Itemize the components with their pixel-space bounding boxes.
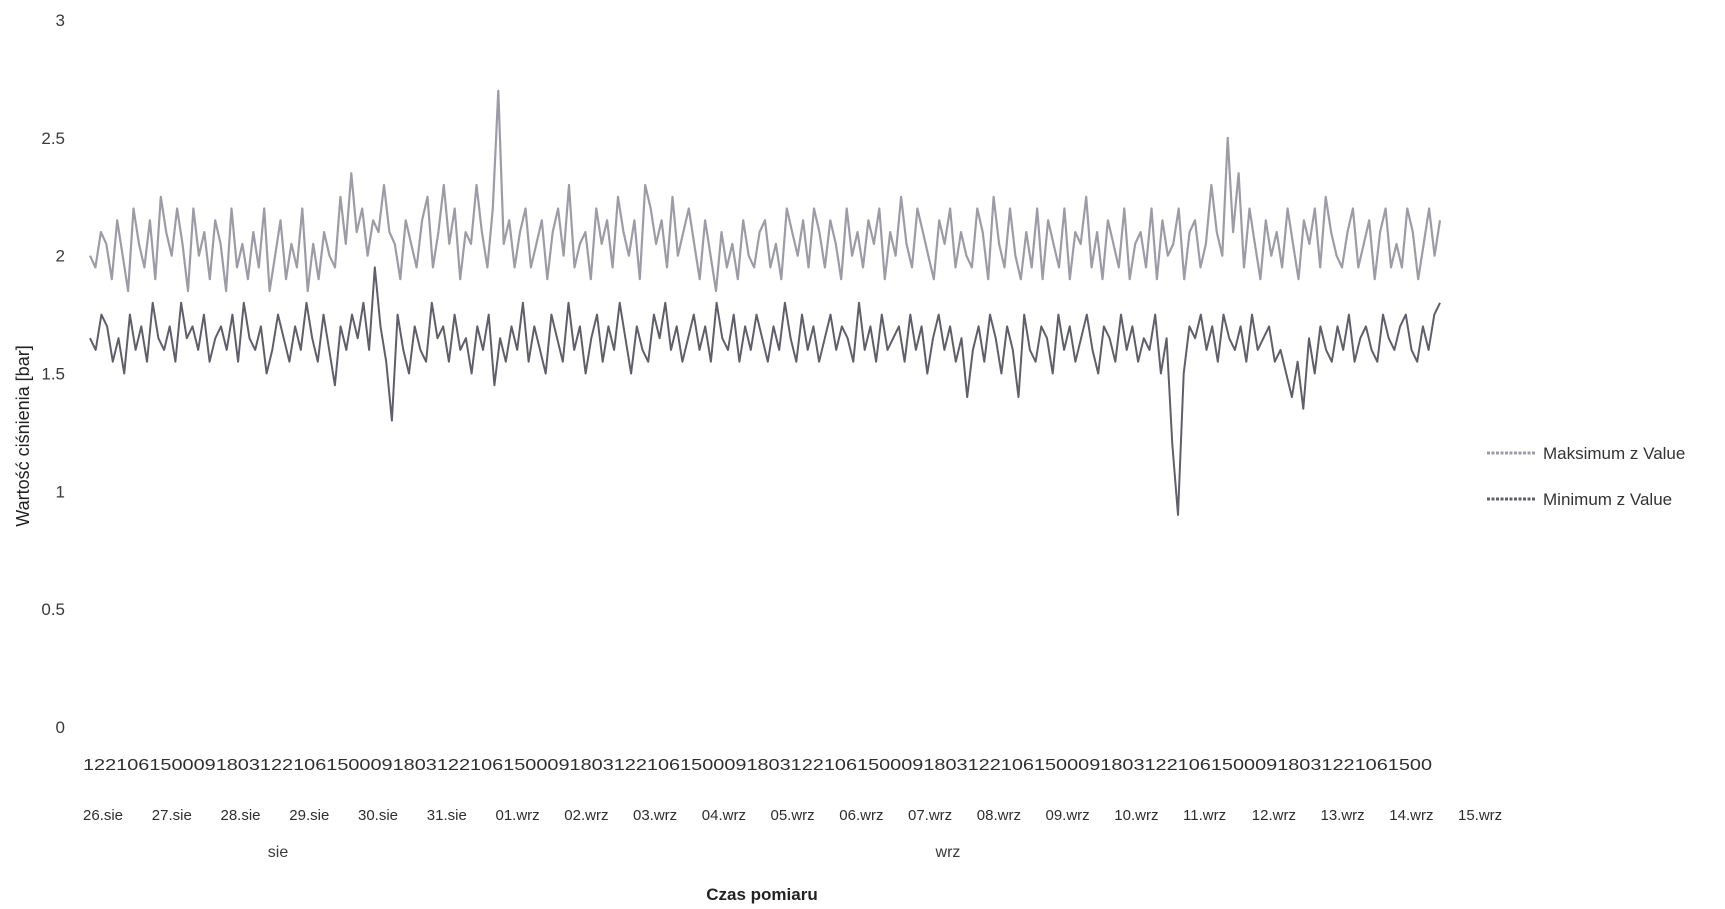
day-tick-label: 01.wrz xyxy=(496,807,540,824)
y-tick-label: 0.5 xyxy=(41,600,65,619)
x-month-group-labels: sie wrz xyxy=(268,844,961,861)
day-tick-label: 12.wrz xyxy=(1252,807,1296,824)
day-tick-label: 11.wrz xyxy=(1183,807,1226,824)
legend-label: Minimum z Value xyxy=(1543,490,1672,509)
series-layer xyxy=(89,89,1442,516)
day-tick-label: 10.wrz xyxy=(1114,807,1158,824)
day-tick-label: 13.wrz xyxy=(1321,807,1365,824)
day-tick-label: 05.wrz xyxy=(771,807,815,824)
day-tick-label: 09.wrz xyxy=(1046,807,1090,824)
x-axis-title: Czas pomiaru xyxy=(706,885,817,904)
day-tick-label: 15.wrz xyxy=(1458,807,1502,824)
day-tick-label: 28.sie xyxy=(221,807,261,824)
y-axis-ticks: 0 0.5 1 1.5 2 2.5 3 xyxy=(41,11,65,737)
y-tick-label: 1 xyxy=(56,482,65,501)
y-tick-label: 0 xyxy=(56,718,65,737)
y-axis-title: Wartość ciśnienia [bar] xyxy=(13,345,33,526)
month-group-label: wrz xyxy=(935,844,961,861)
x-day-tick-labels: 26.sie 27.sie 28.sie 29.sie 30.sie 31.sie 01.w… xyxy=(83,807,1502,824)
day-tick-label: 03.wrz xyxy=(633,807,677,824)
day-tick-label: 06.wrz xyxy=(839,807,883,824)
y-tick-label: 2 xyxy=(56,247,65,266)
day-tick-label: 30.sie xyxy=(358,807,398,824)
day-tick-label: 02.wrz xyxy=(564,807,608,824)
day-tick-label: 08.wrz xyxy=(977,807,1021,824)
day-tick-label: 31.sie xyxy=(427,807,467,824)
legend: Maksimum z Value Minimum z Value xyxy=(1487,444,1685,509)
day-tick-label: 14.wrz xyxy=(1389,807,1433,824)
legend-label: Maksimum z Value xyxy=(1543,444,1685,463)
day-tick-label: 26.sie xyxy=(83,807,123,824)
x-time-tick-labels: 1221061500091803122106150009180312210615… xyxy=(83,757,1432,774)
series-line-minimum xyxy=(89,266,1441,516)
day-tick-label: 07.wrz xyxy=(908,807,952,824)
day-tick-label: 29.sie xyxy=(289,807,329,824)
y-tick-label: 3 xyxy=(56,11,65,30)
day-tick-label: 04.wrz xyxy=(702,807,746,824)
day-tick-label: 27.sie xyxy=(152,807,192,824)
series-line-maksimum xyxy=(89,89,1442,293)
y-tick-label: 2.5 xyxy=(41,129,65,148)
month-group-label: sie xyxy=(268,844,289,861)
y-tick-label: 1.5 xyxy=(41,365,65,384)
